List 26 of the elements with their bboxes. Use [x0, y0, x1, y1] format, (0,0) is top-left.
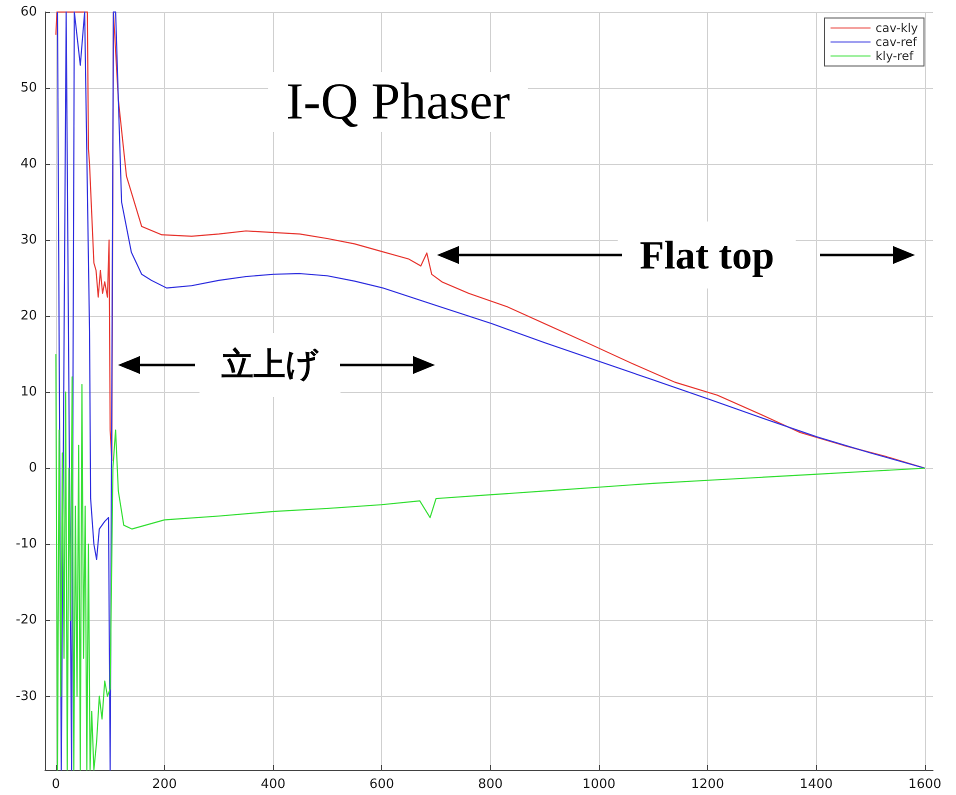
y-tick-label: 0 — [28, 460, 37, 476]
x-tick-label: 400 — [260, 777, 286, 792]
x-tick-label: 600 — [369, 777, 394, 792]
annotation: 立上げ — [200, 333, 340, 397]
line-series — [56, 11, 926, 771]
x-tick-label: 1000 — [582, 777, 616, 792]
y-tick-label: -30 — [16, 688, 37, 704]
x-tick-label: 800 — [478, 777, 503, 792]
y-tick-label: 50 — [20, 80, 37, 96]
legend-label: cav-ref — [876, 35, 918, 49]
y-tick-label: 30 — [20, 232, 37, 248]
y-tick-label: -10 — [16, 536, 37, 552]
y-tick-label: 60 — [20, 4, 37, 20]
legend-label: kly-ref — [876, 49, 914, 63]
x-tick-label: 200 — [152, 777, 177, 792]
y-tick-label: 10 — [20, 384, 37, 400]
x-tick-label: 1400 — [800, 777, 833, 792]
x-tick-label: 0 — [52, 777, 60, 792]
y-tick-label: -20 — [16, 612, 37, 628]
x-tick-label: 1200 — [691, 777, 724, 792]
x-tick-label: 1600 — [908, 777, 942, 792]
text: I-Q Phaser — [286, 74, 510, 130]
y-tick-label: 20 — [20, 308, 37, 324]
annotation: Flat top — [618, 222, 796, 288]
y-tick-label: 40 — [20, 156, 37, 172]
legend-label: cav-kly — [876, 21, 918, 35]
